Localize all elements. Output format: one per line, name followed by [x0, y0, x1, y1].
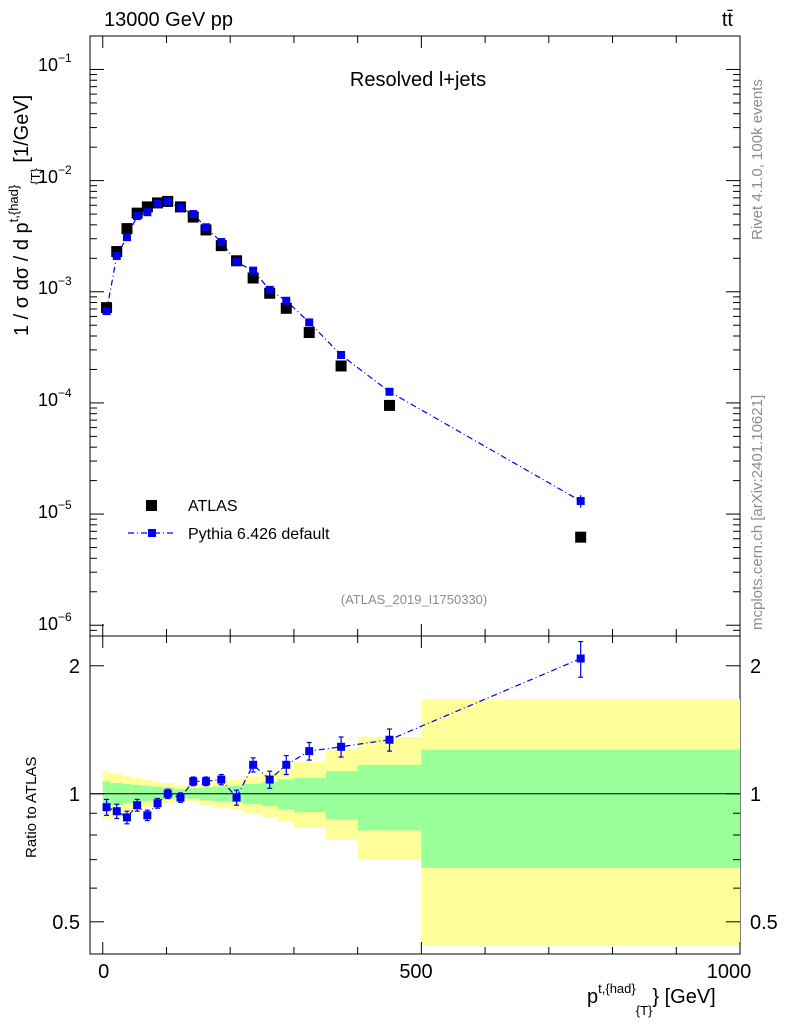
pythia-point-7	[176, 203, 185, 212]
axis-ticks	[90, 35, 741, 954]
ratio-point-16	[337, 742, 346, 751]
ratio-point-0	[102, 803, 111, 812]
ratio-y-tick-0.5-left: 0.5	[52, 912, 80, 934]
y-tick-label-1e-1: 10−1	[38, 51, 72, 75]
legend-atlas-label: ATLAS	[188, 498, 238, 515]
ratio-point-6	[163, 789, 172, 798]
pythia-point-12	[249, 266, 258, 275]
ratio-point-2	[122, 813, 131, 822]
inner-band-bin-17	[357, 764, 422, 831]
inner-band-bin-14	[277, 779, 294, 810]
ratio-point-14	[282, 760, 291, 769]
x-axis-label: pt,{had}{T}} [GeV]	[587, 981, 716, 1018]
analysis-id: (ATLAS_2019_I1750330)	[341, 592, 487, 607]
main-y-axis-label: 1 / σ dσ / d pt,{had}{T} [1/GeV]	[6, 95, 43, 336]
pythia-point-9	[201, 223, 210, 232]
y-tick-label-1e-2: 10−2	[38, 163, 72, 187]
ratio-point-17	[385, 735, 394, 744]
ratio-y-tick-0.5-right: 0.5	[750, 912, 778, 934]
atlas-point-12	[247, 272, 259, 284]
x-tick-label-0: 0	[98, 961, 109, 983]
pythia-point-15	[305, 318, 314, 327]
y-tick-label-1e-4: 10−4	[38, 386, 72, 410]
ratio-point-3	[133, 801, 142, 810]
atlas-point-4	[141, 201, 153, 213]
ratio-y-tick-1-left: 1	[69, 784, 80, 806]
ratio-point-8	[189, 777, 198, 786]
atlas-point-1	[111, 246, 123, 258]
pythia-point-18	[576, 497, 585, 506]
legend-pythia-label: Pythia 6.426 default	[188, 526, 330, 543]
pythia-point-11	[232, 258, 241, 267]
ratio-point-13	[265, 775, 274, 784]
ratio-y-tick-1-right: 1	[750, 784, 761, 806]
mcplots-label: mcplots.cern.ch [arXiv:2401.10621]	[749, 395, 766, 630]
plot-title: Resolved l+jets	[350, 69, 486, 91]
main-plot-frame	[89, 35, 741, 637]
pythia-point-14	[282, 296, 291, 305]
ratio-point-11	[232, 793, 241, 802]
main-plot-markers	[101, 195, 587, 543]
legend-atlas-marker	[146, 500, 157, 511]
atlas-point-14	[280, 302, 292, 314]
ratio-point-1	[112, 807, 121, 816]
pythia-point-4	[143, 208, 152, 217]
atlas-point-17	[384, 399, 396, 411]
ratio-point-5	[153, 799, 162, 808]
pythia-point-3	[133, 212, 142, 221]
main-y-tick-labels: 10−1 10−2 10−3 10−4 10−5 10−6	[38, 51, 72, 634]
pythia-point-0	[102, 307, 111, 316]
rivet-label: Rivet 4.1.0, 100k events	[749, 79, 766, 240]
inner-band-bin-15	[293, 777, 326, 813]
pythia-point-1	[112, 251, 121, 260]
pythia-point-13	[265, 285, 274, 294]
x-tick-label-500: 500	[399, 961, 432, 983]
ratio-y-tick-2-left: 2	[69, 656, 80, 678]
ratio-y-tick-2-right: 2	[750, 656, 761, 678]
ratio-point-18	[576, 654, 585, 663]
legend-pythia-marker	[148, 529, 156, 537]
x-tick-label-1000: 1000	[707, 961, 752, 983]
y-tick-label-1e-6: 10−6	[38, 610, 72, 634]
atlas-point-2	[121, 223, 133, 235]
y-tick-label-1e-5: 10−5	[38, 498, 72, 522]
atlas-point-15	[303, 327, 315, 339]
ratio-y-axis-label: Ratio to ATLAS	[23, 757, 40, 858]
atlas-point-18	[575, 531, 587, 543]
ratio-point-4	[143, 811, 152, 820]
inner-band-bin-16	[325, 771, 358, 820]
process-label: tt̄	[722, 9, 734, 31]
ratio-point-10	[217, 775, 226, 784]
pythia-point-10	[217, 238, 226, 247]
ratio-point-12	[249, 760, 258, 769]
pythia-point-17	[385, 387, 394, 396]
pythia-point-8	[189, 210, 198, 219]
ratio-plot-markers	[102, 640, 585, 825]
atlas-point-16	[335, 360, 347, 372]
y-tick-label-1e-3: 10−3	[38, 274, 72, 298]
inner-band-bin-18	[421, 749, 740, 868]
pythia-point-16	[337, 350, 346, 359]
ratio-point-9	[201, 777, 210, 786]
pythia-point-5	[153, 199, 162, 208]
pythia-point-6	[163, 197, 172, 206]
pythia-point-2	[122, 233, 131, 242]
ratio-uncertainty-bands	[102, 699, 740, 946]
ratio-point-15	[305, 747, 314, 756]
energy-label: 13000 GeV pp	[104, 9, 233, 31]
ratio-point-7	[176, 793, 185, 802]
